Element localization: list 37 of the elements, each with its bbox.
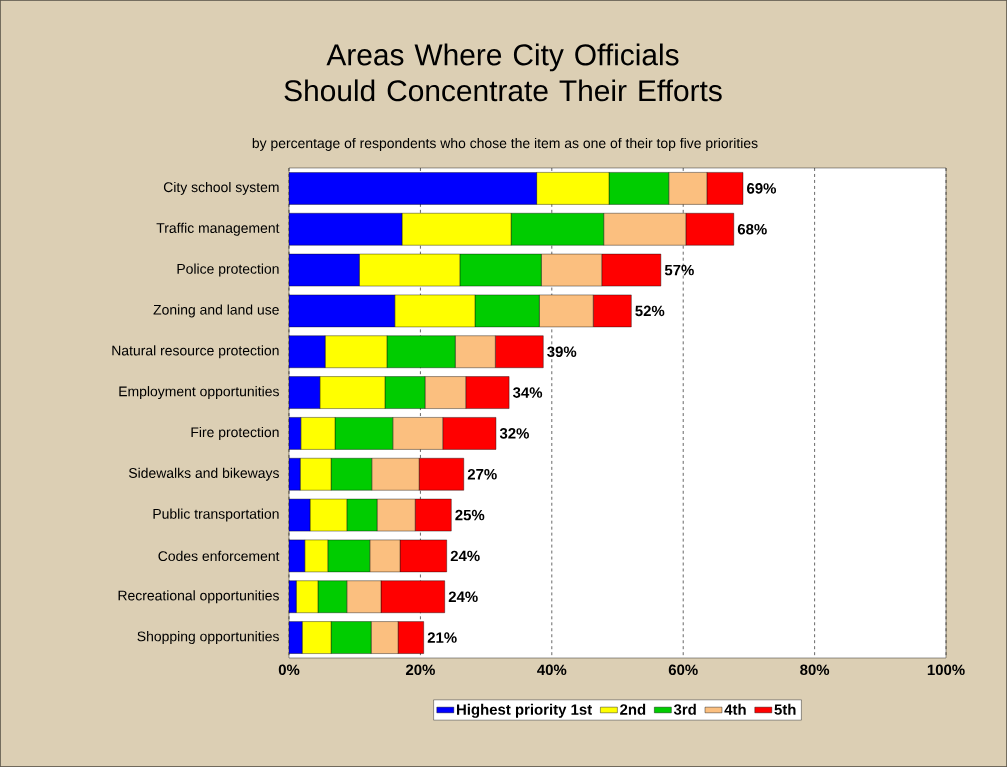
y-tick-label: Traffic management bbox=[156, 222, 280, 236]
total-label: 52% bbox=[635, 305, 665, 317]
legend-label: 3rd bbox=[673, 703, 696, 715]
x-tick-label: 80% bbox=[800, 664, 830, 676]
y-tick-label: Recreational opportunities bbox=[118, 590, 279, 604]
y-tick-label: Employment opportunities bbox=[119, 386, 279, 400]
x-tick-label: 0% bbox=[278, 664, 300, 676]
y-tick-label: Codes enforcement bbox=[158, 550, 280, 562]
legend-label: Highest priority 1st bbox=[457, 703, 592, 718]
total-label: 24% bbox=[450, 550, 480, 562]
total-label: 68% bbox=[737, 223, 767, 235]
y-tick-label: Zoning and land use bbox=[153, 304, 279, 318]
total-label: 24% bbox=[448, 591, 478, 603]
y-tick-label: Shopping opportunities bbox=[137, 631, 279, 645]
total-label: 34% bbox=[512, 387, 543, 398]
total-label: 69% bbox=[747, 183, 777, 194]
y-tick-label: City school system bbox=[163, 181, 279, 195]
total-label: 57% bbox=[664, 264, 694, 276]
y-tick-label: Sidewalks and bikeways bbox=[128, 467, 279, 481]
total-label: 39% bbox=[547, 346, 577, 358]
total-label: 25% bbox=[455, 509, 485, 521]
x-tick-label: 60% bbox=[668, 664, 698, 676]
legend-label: 4th bbox=[724, 703, 746, 715]
total-label: 32% bbox=[499, 428, 529, 439]
x-tick-label: 100% bbox=[927, 664, 965, 676]
chart-subtitle: by percentage of respondents who chose the item as one of their top five priorities bbox=[252, 137, 758, 151]
y-tick-label: Public transportation bbox=[153, 508, 279, 522]
x-tick-label: 20% bbox=[405, 664, 435, 676]
total-label: 21% bbox=[427, 632, 457, 643]
y-tick-label: Fire protection bbox=[191, 426, 279, 440]
legend-label: 2nd bbox=[620, 703, 646, 715]
legend-label: 5th bbox=[774, 703, 796, 715]
chart-title: Areas Where City Officials Should Concentrate Their Efforts bbox=[284, 43, 722, 102]
total-label: 27% bbox=[467, 468, 497, 480]
x-tick-label: 40% bbox=[537, 664, 567, 676]
y-tick-label: Natural resource protection bbox=[112, 345, 279, 359]
y-tick-label: Police protection bbox=[177, 263, 279, 277]
